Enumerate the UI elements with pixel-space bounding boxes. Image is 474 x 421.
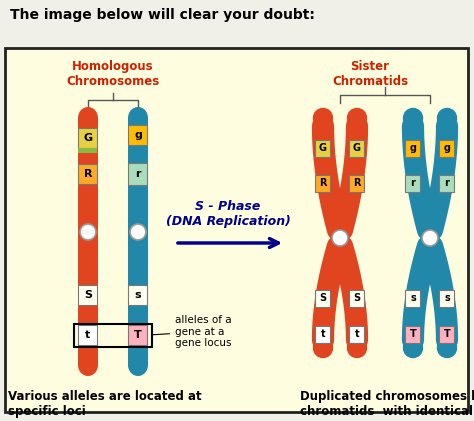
- FancyBboxPatch shape: [349, 325, 365, 343]
- FancyBboxPatch shape: [439, 290, 455, 306]
- FancyBboxPatch shape: [79, 128, 98, 148]
- Text: The image below will clear your doubt:: The image below will clear your doubt:: [10, 8, 315, 22]
- FancyBboxPatch shape: [316, 290, 330, 306]
- Text: G: G: [83, 133, 92, 143]
- Text: G: G: [319, 143, 327, 153]
- Text: Sister
Chromatids: Sister Chromatids: [332, 60, 408, 88]
- Bar: [79, 148, 98, 153]
- Text: T: T: [410, 329, 416, 339]
- Circle shape: [438, 338, 456, 357]
- FancyBboxPatch shape: [349, 139, 365, 157]
- Text: G: G: [353, 143, 361, 153]
- Circle shape: [403, 338, 422, 357]
- Text: s: s: [135, 290, 141, 300]
- Text: t: t: [85, 330, 91, 340]
- FancyBboxPatch shape: [79, 325, 98, 345]
- Text: g: g: [410, 143, 417, 153]
- Circle shape: [80, 224, 96, 240]
- Text: Duplicated chromosomes have sister
chromatids  with identical alleles.: Duplicated chromosomes have sister chrom…: [300, 390, 474, 418]
- Circle shape: [332, 230, 348, 246]
- FancyBboxPatch shape: [405, 325, 420, 343]
- FancyBboxPatch shape: [405, 174, 420, 192]
- Circle shape: [403, 109, 422, 128]
- FancyBboxPatch shape: [349, 290, 365, 306]
- Text: S - Phase
(DNA Replication): S - Phase (DNA Replication): [165, 200, 291, 228]
- Circle shape: [313, 109, 332, 128]
- FancyBboxPatch shape: [316, 139, 330, 157]
- FancyBboxPatch shape: [128, 125, 147, 145]
- Circle shape: [347, 109, 366, 128]
- Text: g: g: [444, 143, 450, 153]
- Ellipse shape: [78, 354, 98, 376]
- Text: t: t: [355, 329, 359, 339]
- FancyBboxPatch shape: [128, 325, 147, 345]
- Ellipse shape: [128, 354, 148, 376]
- Text: S: S: [84, 290, 92, 300]
- Bar: [78, 118, 98, 365]
- Bar: [5, 48, 468, 412]
- FancyBboxPatch shape: [439, 325, 455, 343]
- Text: g: g: [134, 130, 142, 140]
- Circle shape: [347, 338, 366, 357]
- FancyBboxPatch shape: [439, 174, 455, 192]
- FancyBboxPatch shape: [405, 139, 420, 157]
- Text: r: r: [445, 178, 449, 188]
- Text: S: S: [354, 293, 361, 303]
- Bar: [128, 118, 148, 365]
- Text: R: R: [353, 178, 361, 188]
- Circle shape: [422, 230, 438, 246]
- Text: r: r: [410, 178, 415, 188]
- Text: Various alleles are located at
specific loci: Various alleles are located at specific …: [8, 390, 201, 418]
- Text: T: T: [444, 329, 450, 339]
- FancyBboxPatch shape: [79, 285, 98, 305]
- Ellipse shape: [78, 107, 98, 129]
- Text: s: s: [444, 293, 450, 303]
- FancyBboxPatch shape: [349, 174, 365, 192]
- Text: S: S: [319, 293, 327, 303]
- FancyBboxPatch shape: [128, 163, 147, 185]
- Text: R: R: [84, 169, 92, 179]
- FancyBboxPatch shape: [128, 285, 147, 305]
- Text: R: R: [319, 178, 327, 188]
- FancyBboxPatch shape: [316, 174, 330, 192]
- Text: r: r: [135, 169, 141, 179]
- Text: s: s: [410, 293, 416, 303]
- Text: t: t: [321, 329, 325, 339]
- Circle shape: [438, 109, 456, 128]
- Circle shape: [313, 338, 332, 357]
- Ellipse shape: [128, 107, 148, 129]
- FancyBboxPatch shape: [439, 139, 455, 157]
- FancyBboxPatch shape: [316, 325, 330, 343]
- Text: alleles of a
gene at a
gene locus: alleles of a gene at a gene locus: [152, 315, 232, 348]
- Text: Homologous
Chromosomes: Homologous Chromosomes: [66, 60, 160, 88]
- FancyBboxPatch shape: [405, 290, 420, 306]
- Bar: [74, 324, 152, 347]
- Circle shape: [130, 224, 146, 240]
- FancyBboxPatch shape: [79, 164, 98, 184]
- Text: T: T: [134, 330, 142, 340]
